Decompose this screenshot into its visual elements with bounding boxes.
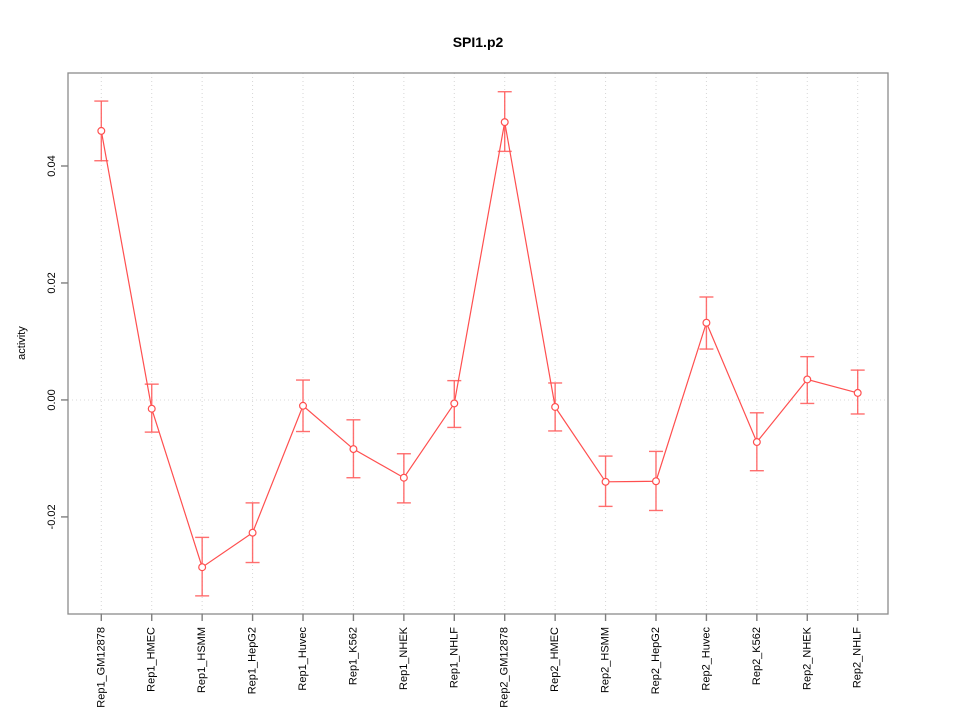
x-tick-label: Rep2_Huvec — [700, 627, 712, 691]
x-tick-label: Rep2_NHEK — [801, 626, 813, 690]
y-tick-label: 0.02 — [46, 272, 58, 293]
plot-frame — [67, 72, 889, 615]
data-point — [752, 438, 761, 447]
x-tick-label: Rep1_NHEK — [398, 626, 410, 690]
x-tick-label: Rep1_GM12878 — [95, 627, 107, 708]
data-point — [248, 528, 257, 537]
y-tick-label: 0.04 — [46, 155, 58, 176]
data-layer — [94, 91, 865, 597]
data-point — [97, 126, 106, 135]
data-point — [551, 402, 560, 411]
x-tick-label: Rep1_NHLF — [448, 627, 460, 688]
data-point — [147, 404, 156, 413]
y-tick-label: -0.02 — [46, 504, 58, 529]
data-point — [399, 473, 408, 482]
data-point — [299, 401, 308, 410]
grid-layer — [68, 73, 888, 614]
x-tick-label: Rep1_HepG2 — [247, 627, 259, 694]
x-tick-label: Rep2_HMEC — [549, 627, 561, 692]
x-tick-label: Rep1_HMEC — [146, 627, 158, 692]
data-line — [100, 122, 858, 569]
data-point — [651, 477, 660, 486]
x-tick-label: Rep2_K562 — [751, 627, 763, 685]
x-tick-label: Rep1_Huvec — [297, 627, 309, 691]
x-tick-label: Rep2_NHLF — [852, 627, 864, 688]
data-point — [803, 375, 812, 384]
y-tick-label: 0.00 — [46, 389, 58, 410]
x-tick-label: Rep2_GM12878 — [499, 627, 511, 708]
chart-title: SPI1.p2 — [453, 34, 504, 50]
data-point — [450, 399, 459, 408]
data-point — [198, 563, 207, 572]
data-point — [601, 477, 610, 486]
x-tick-label: Rep2_HSMM — [600, 627, 612, 693]
axes-layer: -0.02 0.00 0.02 0.04 Rep1_GM12878 Rep1_HMEC Re… — [46, 72, 889, 708]
x-tick-label: Rep1_K562 — [347, 627, 359, 685]
data-point — [349, 445, 358, 454]
data-point — [702, 318, 711, 327]
y-axis-label: activity — [16, 326, 28, 360]
data-point — [500, 118, 509, 127]
x-tick-label: Rep1_HSMM — [196, 627, 208, 693]
data-point — [853, 388, 862, 397]
x-tick-label: Rep2_HepG2 — [650, 627, 662, 694]
